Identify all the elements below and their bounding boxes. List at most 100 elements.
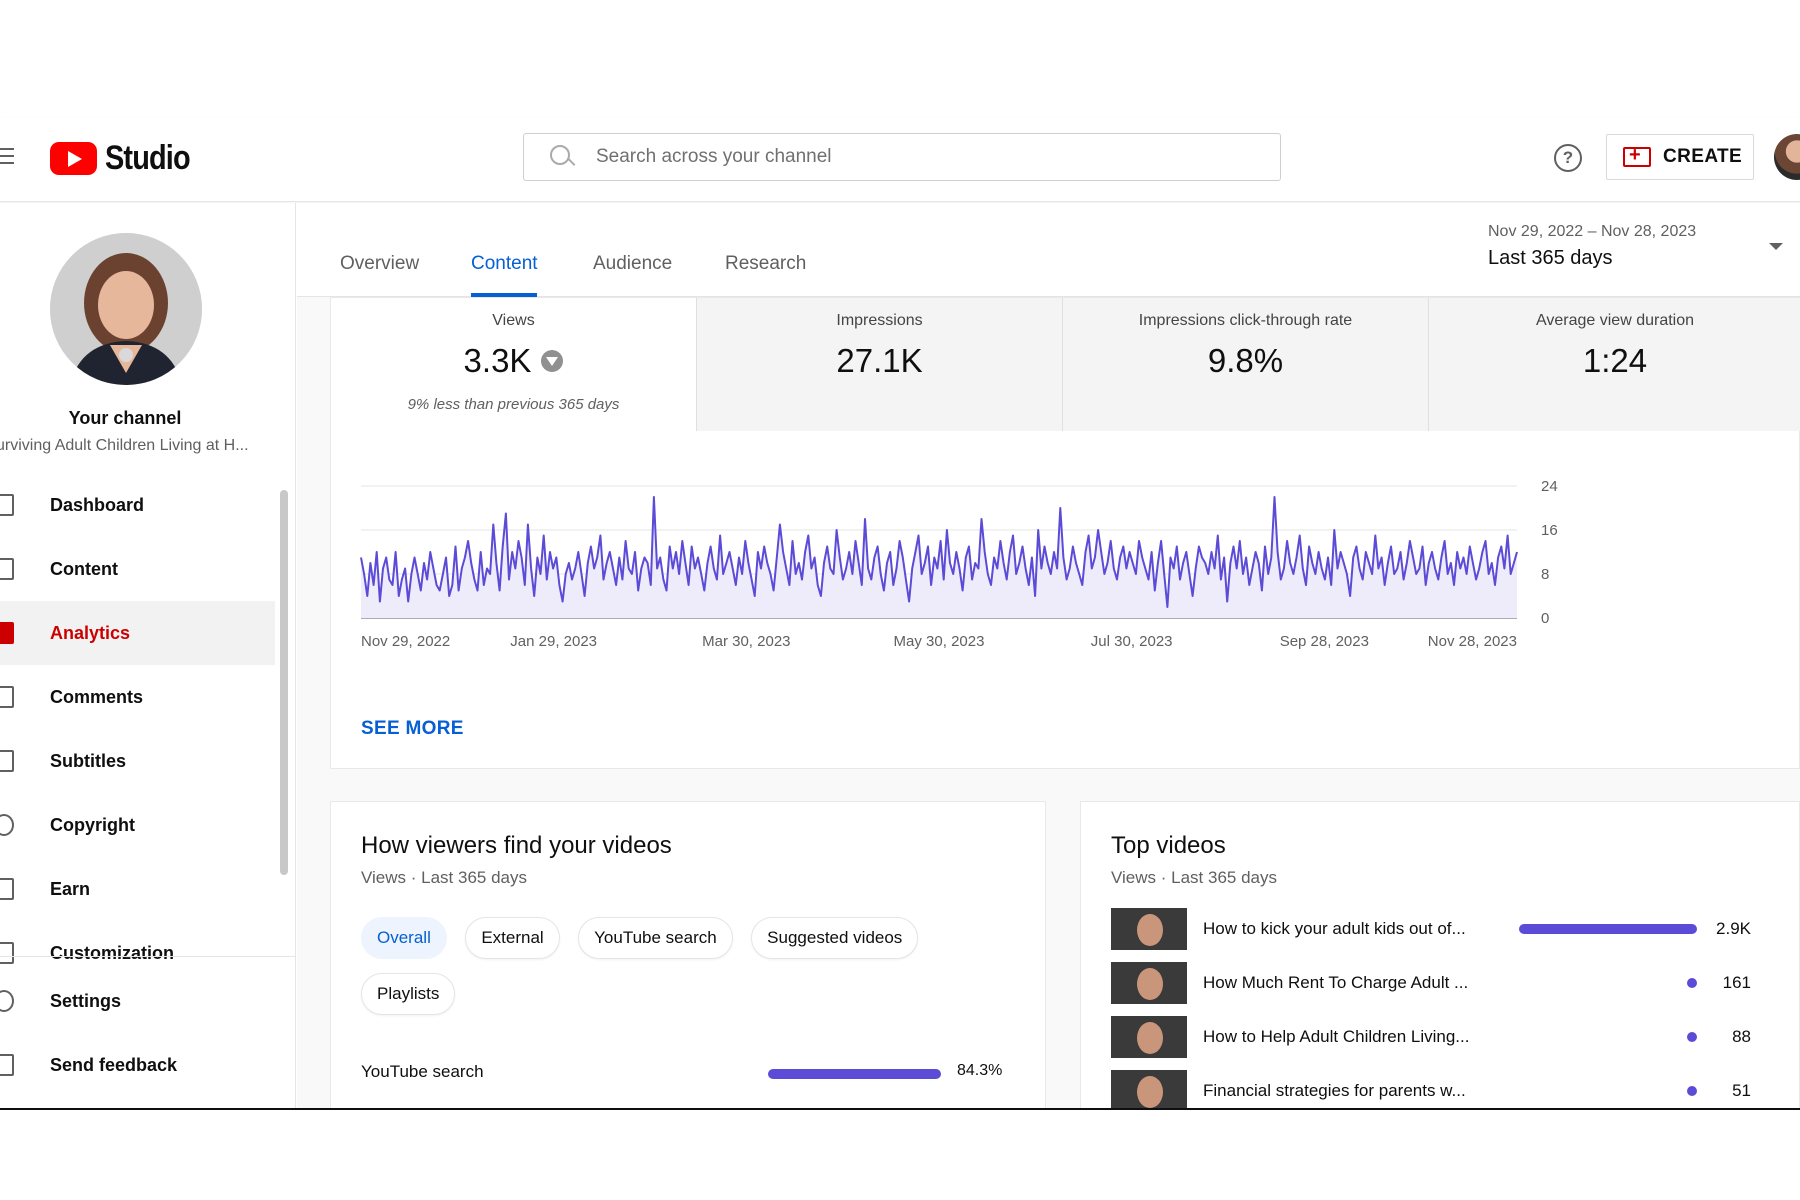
account-avatar[interactable] [1774,134,1800,180]
list-item[interactable]: How Much Rent To Charge Adult ... 161 [1111,962,1751,1004]
chip-playlists[interactable]: Playlists [361,973,456,1015]
sidebar-nav: Dashboard Content Analytics Comments Sub… [0,473,275,985]
y-tick-label: 0 [1541,610,1549,627]
help-icon[interactable]: ? [1554,144,1582,172]
metric-label: Impressions [836,312,923,329]
search-input[interactable] [596,146,1246,168]
metric-value: 1:24 [1582,342,1648,379]
sidebar-item-label: Send feedback [50,1054,178,1075]
menu-icon[interactable] [0,148,14,166]
x-tick-label: Mar 30, 2023 [702,633,790,650]
video-title: How Much Rent To Charge Adult ... [1203,973,1469,992]
views-line-chart[interactable]: 0 8 16 24 Nov 29, 2022 Jan 29, 2023 Mar 30, 20… [331,478,1800,708]
traffic-sources-card: How viewers find your videos Views · Las… [330,801,1046,1110]
sidebar-item-content[interactable]: Content [0,537,275,601]
video-thumbnail [1111,1016,1187,1058]
screen-bottom-edge [0,1108,1800,1110]
sidebar-item-customization[interactable]: Customization [0,921,275,985]
sidebar-item-label: Analytics [50,622,131,643]
analytics-icon [0,622,14,644]
subtitles-icon [0,750,14,772]
x-tick-label: Nov 29, 2022 [361,633,450,650]
list-item[interactable]: Financial strategies for parents w... 51 [1111,1070,1751,1110]
x-tick-label: Jul 30, 2023 [1091,633,1173,650]
top-header: Studio ? CREATE [0,118,1800,202]
chip-suggested-videos[interactable]: Suggested videos [751,917,919,959]
metric-value: 27.1K [836,342,923,379]
traffic-source-row[interactable]: YouTube search 84.3% [361,1062,1003,1086]
metric-label: Average view duration [1535,312,1695,329]
feedback-icon [0,1054,14,1076]
sidebar-item-analytics[interactable]: Analytics [0,601,275,665]
sidebar-bottom-nav: Settings Send feedback [0,969,275,1097]
sidebar-item-settings[interactable]: Settings [0,969,275,1033]
card-subtitle: Views · Last 365 days [361,868,527,887]
customization-icon [0,942,14,964]
metric-value-text: 3.3K [463,342,532,379]
sidebar-item-label: Settings [50,990,122,1011]
metric-value: 9.8% [1207,342,1284,379]
list-item[interactable]: How to kick your adult kids out of... 2.… [1111,908,1751,950]
views-bar [1687,1086,1697,1096]
video-thumbnail [1111,962,1187,1004]
views-bar [1519,924,1697,934]
see-more-link[interactable]: SEE MORE [361,718,464,739]
sidebar-item-send-feedback[interactable]: Send feedback [0,1033,275,1097]
active-tab-indicator [471,293,537,297]
youtube-logo-icon [50,141,97,175]
x-tick-label: May 30, 2023 [894,633,985,650]
views-card: Views 3.3K 9% less than previous 365 day… [330,297,1800,769]
tab-overview[interactable]: Overview [340,253,420,274]
settings-icon [0,990,14,1012]
earn-icon [0,878,14,900]
search-box[interactable] [523,133,1281,181]
date-range: Nov 29, 2022 – Nov 28, 2023 [1488,223,1697,240]
video-views: 161 [1722,973,1751,992]
tab-content[interactable]: Content [471,253,538,274]
channel-name: urviving Adult Children Living at H... [0,437,249,454]
tab-research[interactable]: Research [725,253,807,274]
source-label: YouTube search [361,1062,484,1081]
traffic-filter-chips: Overall External YouTube search Suggeste… [361,917,1001,1029]
metric-views[interactable]: Views 3.3K 9% less than previous 365 day… [331,298,697,431]
metric-ctr[interactable]: Impressions click-through rate 9.8% [1063,298,1429,431]
views-bar [1687,1032,1697,1042]
create-button[interactable]: CREATE [1606,134,1754,180]
top-videos-card: Top videos Views · Last 365 days How to … [1080,801,1800,1110]
sidebar-item-subtitles[interactable]: Subtitles [0,729,275,793]
search-icon[interactable] [548,143,576,171]
source-value: 84.3% [957,1062,1003,1079]
studio-logo[interactable]: Studio [50,138,205,178]
sidebar-item-label: Customization [50,942,174,963]
sidebar-scrollbar[interactable] [280,490,288,875]
video-views: 88 [1732,1027,1751,1046]
metric-avg-view-duration[interactable]: Average view duration 1:24 [1429,298,1800,431]
sidebar-item-dashboard[interactable]: Dashboard [0,473,275,537]
metric-label: Impressions click-through rate [1138,312,1353,329]
card-title: How viewers find your videos [361,832,672,859]
metric-note: 9% less than previous 365 days [407,396,620,413]
chip-external[interactable]: External [465,917,560,959]
list-item[interactable]: How to Help Adult Children Living... 88 [1111,1016,1751,1058]
sidebar-item-label: Subtitles [50,750,127,771]
card-subtitle: Views · Last 365 days [1111,868,1277,887]
chevron-down-icon[interactable] [1769,243,1783,250]
date-range-picker[interactable]: Nov 29, 2022 – Nov 28, 2023 Last 365 day… [1488,223,1696,270]
metric-impressions[interactable]: Impressions 27.1K [697,298,1063,431]
metric-label: Views [492,312,535,329]
x-tick-label: Sep 28, 2023 [1280,633,1369,650]
tab-audience[interactable]: Audience [593,253,673,274]
video-thumbnail [1111,908,1187,950]
sidebar-item-label: Copyright [50,814,135,835]
chip-overall[interactable]: Overall [361,917,447,959]
card-title: Top videos [1111,832,1226,859]
channel-title: Your channel [68,408,182,428]
sidebar-item-comments[interactable]: Comments [0,665,275,729]
date-label: Last 365 days [1488,247,1613,269]
sidebar-item-earn[interactable]: Earn [0,857,275,921]
video-title: How to kick your adult kids out of... [1203,919,1466,938]
channel-avatar[interactable] [50,233,202,385]
sidebar-item-copyright[interactable]: Copyright [0,793,275,857]
y-tick-label: 24 [1541,478,1558,495]
chip-youtube-search[interactable]: YouTube search [578,917,733,959]
